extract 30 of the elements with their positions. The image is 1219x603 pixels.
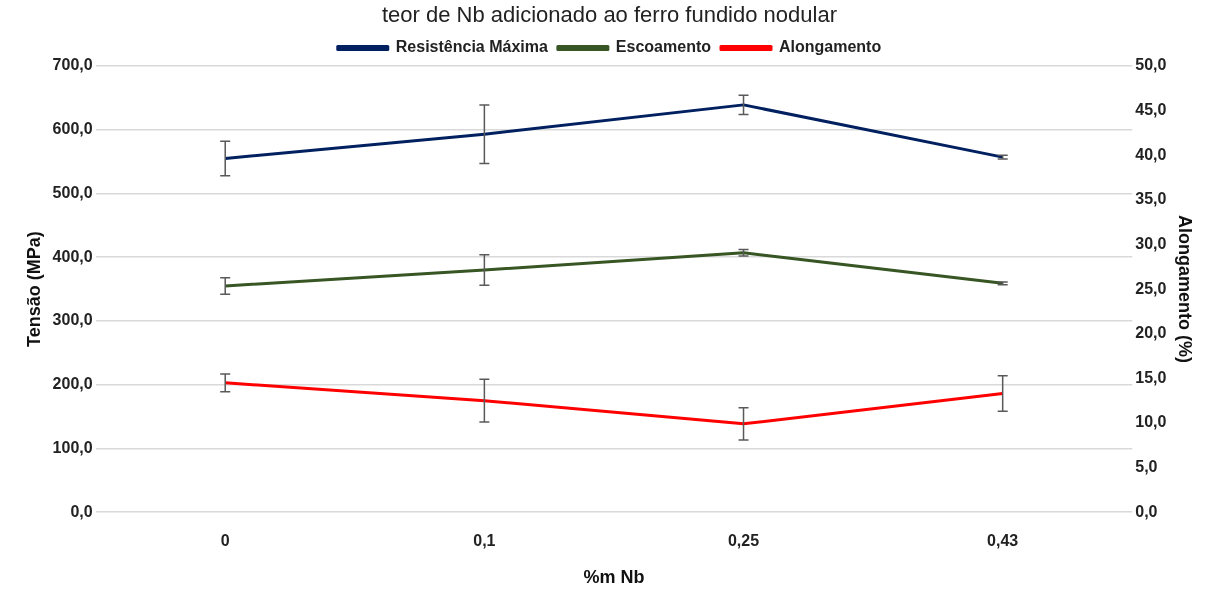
x-axis-title: %m Nb [583, 567, 645, 588]
x-tick-label: 0,25 [727, 532, 760, 550]
y2-tick-label: 25,0 [1135, 279, 1167, 297]
legend-label: Resistência Máxima [395, 38, 548, 56]
y2-tick-label: 40,0 [1135, 145, 1167, 163]
y2-axis-title: Alongamento (%) [1175, 215, 1196, 364]
y-tick-label: 700,0 [52, 56, 93, 74]
y2-tick-label: 10,0 [1135, 413, 1167, 431]
legend-label: Escoamento [615, 38, 712, 56]
y2-tick-label: 45,0 [1135, 101, 1167, 119]
x-tick-label: 0,43 [987, 532, 1019, 550]
y2-tick-label: 15,0 [1135, 368, 1167, 386]
x-tick-label: 0,1 [473, 532, 496, 550]
y-axis-title: Tensão (MPa) [23, 231, 44, 347]
y-tick-label: 600,0 [52, 120, 93, 138]
y-tick-label: 400,0 [52, 247, 93, 265]
y2-tick-label: 5,0 [1135, 457, 1158, 475]
x-tick-label: 0 [220, 532, 230, 550]
y2-tick-label: 20,0 [1135, 324, 1167, 342]
y-tick-label: 200,0 [52, 375, 93, 393]
y-tick-label: 300,0 [52, 311, 93, 329]
y-tick-label: 0,0 [70, 502, 93, 520]
y-tick-label: 100,0 [52, 438, 93, 456]
chart-title: teor de Nb adicionado ao ferro fundido nodular [381, 2, 838, 28]
legend-label: Alongamento [779, 38, 882, 56]
y2-tick-label: 35,0 [1135, 190, 1167, 208]
y2-tick-label: 50,0 [1135, 56, 1167, 74]
y2-tick-label: 30,0 [1135, 234, 1167, 252]
y-tick-label: 500,0 [52, 183, 93, 201]
y2-tick-label: 0,0 [1135, 502, 1158, 520]
